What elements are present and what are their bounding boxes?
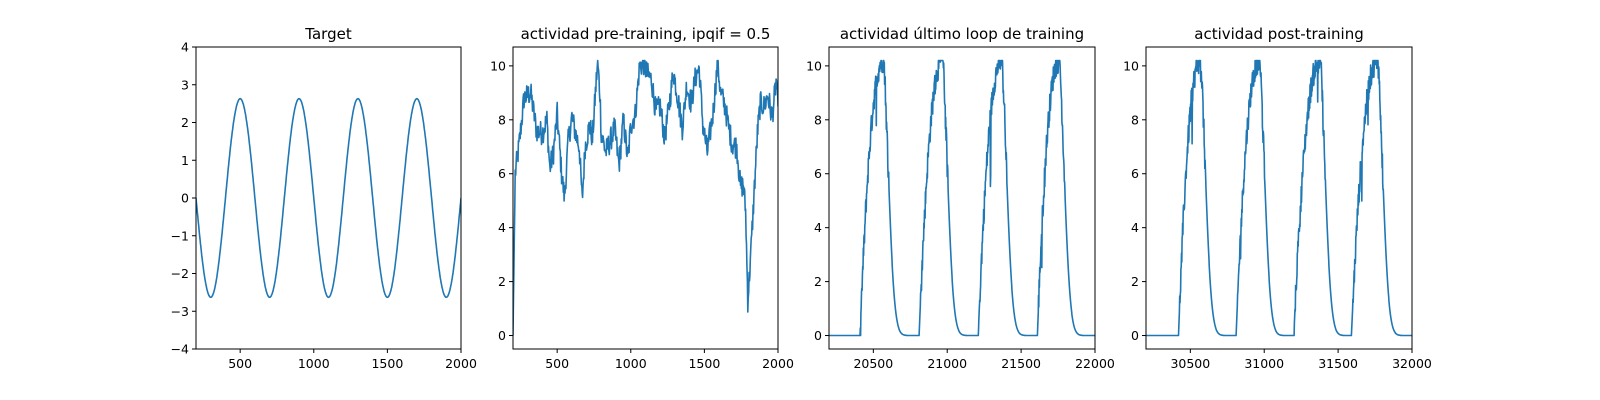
x-tick-label: 2000 xyxy=(445,356,477,371)
series-line xyxy=(513,59,778,336)
subplot-pre-training: 500 1000 1500 2000 0 2 4 6 8 10 actividad pre-trai… xyxy=(490,25,794,371)
axes-frame xyxy=(512,46,779,350)
y-tick-label: −1 xyxy=(171,228,189,243)
y-tick-label: 0 xyxy=(181,191,189,206)
y-tick-label: 4 xyxy=(1131,220,1139,235)
series-line xyxy=(196,97,461,299)
subplot-target: 500 1000 1500 2000 −4 −3 −2 −1 0 1 2 3 4 Target xyxy=(171,25,477,371)
y-tick-label: 1 xyxy=(181,153,189,168)
y-tick-label: 0 xyxy=(498,328,506,343)
axes-frame xyxy=(828,46,1096,350)
x-tick-label: 1000 xyxy=(298,356,330,371)
x-tick-label: 1500 xyxy=(688,356,720,371)
subplot-title: actividad último loop de training xyxy=(840,25,1084,43)
subplot-title: actividad post-training xyxy=(1194,25,1363,43)
y-tick-label: −2 xyxy=(171,266,189,281)
x-tick-label: 21500 xyxy=(1001,356,1041,371)
subplot-title: Target xyxy=(304,25,352,43)
y-tick-label: 4 xyxy=(498,220,506,235)
y-tick-label: −3 xyxy=(171,304,189,319)
y-tick-label: 3 xyxy=(181,77,189,92)
x-tick-label: 32000 xyxy=(1392,356,1432,371)
y-tick-label: 2 xyxy=(814,274,822,289)
y-tick-label: 4 xyxy=(181,40,189,55)
series-line xyxy=(1146,59,1412,337)
x-tick-label: 500 xyxy=(545,356,569,371)
y-tick-label: 2 xyxy=(1131,274,1139,289)
x-tick-label: 31000 xyxy=(1244,356,1284,371)
x-tick-label: 1500 xyxy=(371,356,403,371)
y-tick-label: 10 xyxy=(490,58,506,73)
y-tick-label: 6 xyxy=(1131,166,1139,181)
y-tick-label: −4 xyxy=(171,342,189,357)
y-tick-label: 2 xyxy=(181,115,189,130)
x-tick-label: 22000 xyxy=(1075,356,1115,371)
y-tick-label: 2 xyxy=(498,274,506,289)
y-tick-label: 4 xyxy=(814,220,822,235)
x-tick-label: 500 xyxy=(228,356,252,371)
x-tick-label: 30500 xyxy=(1170,356,1210,371)
subplot-last-training-loop: 20500 21000 21500 22000 0 2 4 6 8 10 actividad últ… xyxy=(806,25,1115,371)
y-tick-label: 10 xyxy=(1123,58,1139,73)
y-tick-label: 8 xyxy=(1131,112,1139,127)
series-line xyxy=(829,59,1095,337)
y-tick-label: 0 xyxy=(1131,328,1139,343)
y-tick-label: 6 xyxy=(814,166,822,181)
y-tick-label: 8 xyxy=(498,112,506,127)
subplot-post-training: 30500 31000 31500 32000 0 2 4 6 8 10 actividad pos… xyxy=(1123,25,1432,371)
x-tick-label: 31500 xyxy=(1318,356,1358,371)
y-tick-label: 6 xyxy=(498,166,506,181)
x-tick-label: 20500 xyxy=(853,356,893,371)
x-tick-label: 1000 xyxy=(615,356,647,371)
axes-frame xyxy=(1145,46,1413,350)
x-tick-label: 21000 xyxy=(927,356,967,371)
subplot-title: actividad pre-training, ipqif = 0.5 xyxy=(521,25,771,43)
y-tick-label: 10 xyxy=(806,58,822,73)
x-tick-label: 2000 xyxy=(762,356,794,371)
y-tick-label: 8 xyxy=(814,112,822,127)
y-tick-label: 0 xyxy=(814,328,822,343)
